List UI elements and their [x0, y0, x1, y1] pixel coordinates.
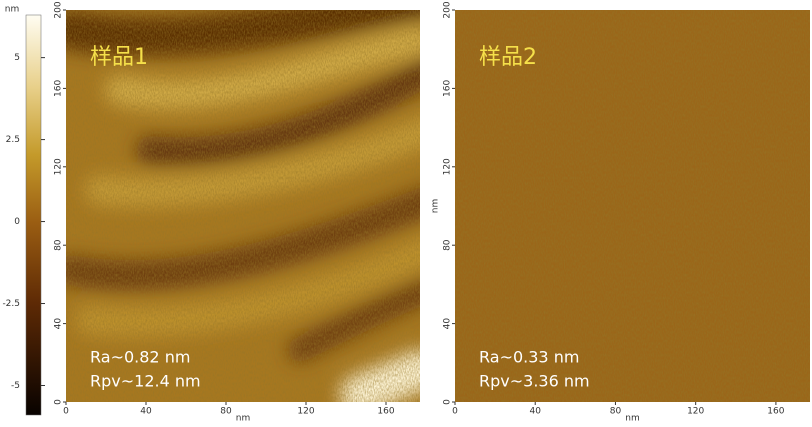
x-axis-label: nm: [625, 414, 639, 424]
y-tick-label: 120: [54, 158, 64, 175]
x-tick-label: 120: [297, 407, 314, 417]
y-tick-label: 80: [443, 239, 453, 251]
x-tick-label: 0: [63, 407, 69, 417]
y-axis-label: nm: [431, 199, 441, 213]
x-tick-label: 0: [452, 407, 458, 417]
y-tick-label: 120: [443, 158, 453, 175]
roughness-ra: Ra~0.33 nm: [479, 348, 579, 367]
roughness-rpv: Rpv~12.4 nm: [90, 372, 201, 391]
y-tick-label: 200: [54, 1, 64, 18]
roughness-rpv: Rpv~3.36 nm: [479, 372, 590, 391]
colorbar-tick-label: -5: [11, 381, 20, 391]
y-tick-label: 0: [54, 399, 64, 405]
sample-label: 样品2: [479, 45, 537, 70]
colorbar: [25, 14, 42, 416]
x-tick-label: 160: [377, 407, 394, 417]
roughness-ra: Ra~0.82 nm: [90, 348, 190, 367]
y-tick-label: 160: [443, 80, 453, 97]
sample-label: 样品1: [90, 45, 148, 70]
x-axis-label: nm: [236, 414, 250, 424]
colorbar-tick-label: 0: [14, 217, 20, 227]
y-tick-label: 160: [54, 80, 64, 97]
y-tick-label: 40: [443, 318, 453, 330]
y-tick-label: 0: [443, 399, 453, 405]
colorbar-unit: nm: [5, 5, 19, 15]
y-tick-label: 80: [54, 239, 64, 251]
colorbar-tick-label: 2.5: [6, 135, 20, 145]
x-tick-label: 80: [220, 407, 232, 417]
x-tick-label: 40: [529, 407, 541, 417]
y-tick-label: 40: [54, 318, 64, 330]
afm-image-2: [455, 10, 810, 402]
afm-image-1: [66, 10, 420, 402]
x-tick-label: 120: [687, 407, 704, 417]
y-tick-label: 200: [443, 1, 453, 18]
x-tick-label: 80: [610, 407, 622, 417]
colorbar-tick-label: 5: [14, 53, 20, 63]
colorbar-tick-label: -2.5: [2, 299, 20, 309]
x-tick-label: 40: [140, 407, 152, 417]
x-tick-label: 160: [767, 407, 784, 417]
